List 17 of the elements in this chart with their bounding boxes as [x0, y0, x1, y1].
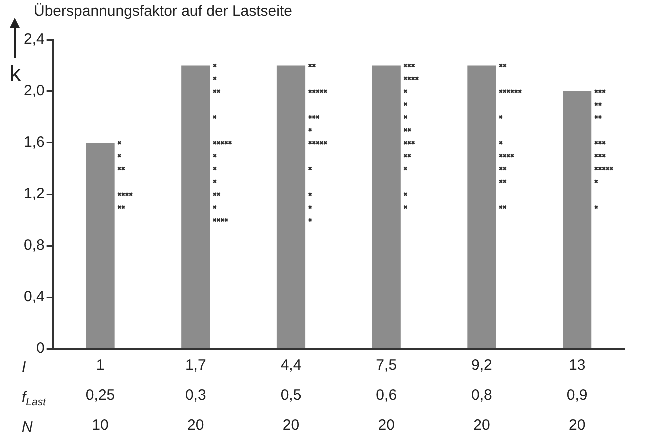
x-tick-label: 9,2 0,8 20	[472, 357, 492, 434]
y-tick-label: 2,4	[24, 31, 45, 48]
y-tick-label: 0,8	[24, 237, 45, 254]
y-axis-title: k	[10, 61, 22, 86]
x-tick-label: 4,4 0,5 20	[280, 357, 302, 434]
text: I	[22, 359, 26, 376]
y-tick-label: 0,4	[24, 288, 45, 306]
y-tick-label: 1,2	[24, 186, 45, 203]
x-tick-label: 13 0,9 20	[566, 357, 588, 434]
text: N	[22, 419, 33, 436]
x-tick-label: 1,7 0,3 20	[185, 357, 206, 434]
y-tick-label: 0	[36, 340, 45, 358]
x-tick-label: 1 0,25 10	[86, 357, 116, 434]
y-tick-label: 1,6	[24, 134, 45, 152]
y-tick-label: 2,0	[24, 82, 45, 100]
x-tick-label: 7,5 0,6 20	[376, 357, 398, 434]
chart-title: Überspannungsfaktor auf der Lastseite	[34, 3, 292, 20]
